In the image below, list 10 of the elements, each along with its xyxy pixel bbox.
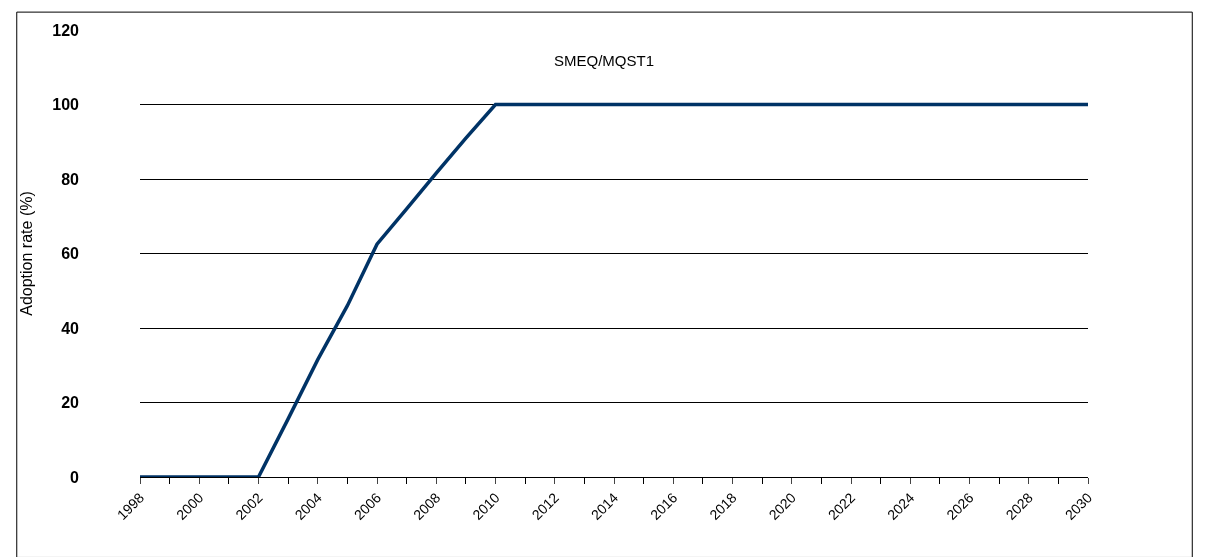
y-tick-label: 0 (70, 468, 80, 486)
y-tick-label: 100 (52, 96, 80, 114)
y-tick-label: 20 (61, 394, 80, 412)
y-tick-label: 120 (52, 21, 80, 39)
y-tick-label: 60 (61, 245, 80, 263)
y-tick-label: 80 (61, 170, 80, 188)
line-series (140, 102, 1088, 477)
y-tick-label: 40 (61, 319, 80, 337)
y-axis-title: Adoption rate (%) (18, 191, 36, 316)
text: SMEQ/MQST1 (553, 52, 655, 70)
